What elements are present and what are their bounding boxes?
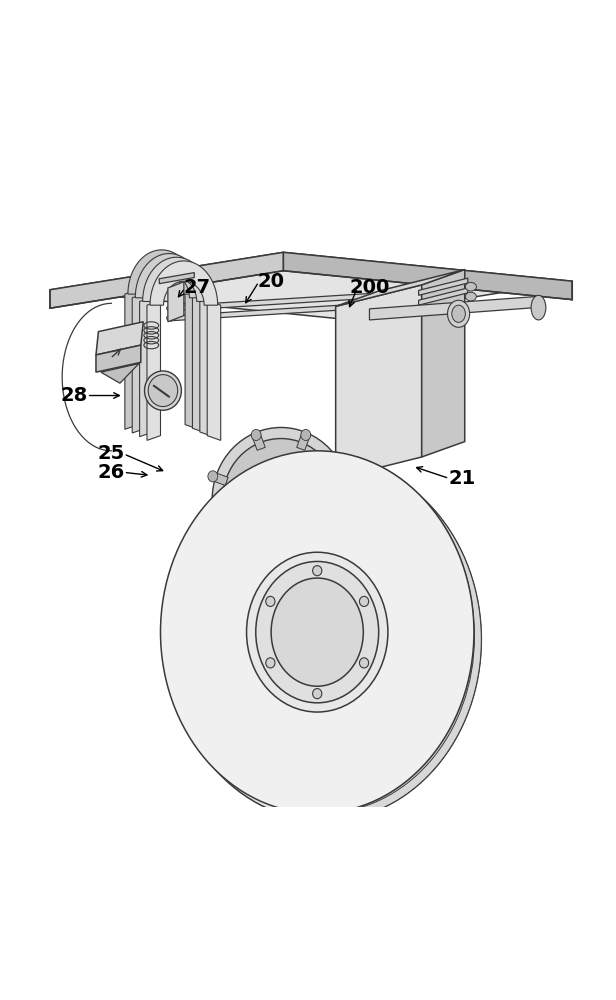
- Polygon shape: [96, 322, 144, 355]
- Ellipse shape: [168, 458, 481, 821]
- Ellipse shape: [531, 295, 546, 320]
- Polygon shape: [422, 270, 464, 457]
- Text: 28: 28: [61, 386, 88, 405]
- Polygon shape: [147, 300, 161, 440]
- Polygon shape: [160, 273, 194, 284]
- Text: 26: 26: [98, 463, 125, 482]
- Polygon shape: [200, 297, 213, 437]
- Polygon shape: [150, 261, 217, 305]
- Polygon shape: [174, 300, 419, 321]
- Ellipse shape: [222, 439, 339, 561]
- Ellipse shape: [339, 460, 349, 471]
- Polygon shape: [136, 254, 203, 298]
- Polygon shape: [209, 471, 228, 485]
- Ellipse shape: [148, 375, 177, 407]
- Text: 21: 21: [448, 469, 476, 488]
- Polygon shape: [125, 289, 139, 429]
- Ellipse shape: [161, 451, 474, 813]
- Ellipse shape: [212, 427, 350, 573]
- Polygon shape: [50, 252, 283, 308]
- Ellipse shape: [265, 596, 275, 606]
- Ellipse shape: [452, 305, 465, 322]
- Polygon shape: [96, 345, 141, 372]
- Polygon shape: [143, 257, 210, 301]
- Polygon shape: [419, 288, 468, 305]
- Polygon shape: [174, 290, 419, 311]
- Ellipse shape: [167, 305, 175, 311]
- Polygon shape: [251, 431, 265, 450]
- Ellipse shape: [271, 578, 363, 686]
- Polygon shape: [214, 524, 233, 540]
- Polygon shape: [140, 297, 153, 437]
- Polygon shape: [168, 282, 184, 322]
- Ellipse shape: [276, 564, 286, 575]
- Ellipse shape: [465, 282, 476, 291]
- Ellipse shape: [251, 429, 261, 440]
- Ellipse shape: [360, 658, 368, 668]
- Polygon shape: [101, 364, 139, 383]
- Ellipse shape: [167, 315, 175, 321]
- Polygon shape: [132, 293, 146, 433]
- Polygon shape: [50, 252, 572, 319]
- Polygon shape: [419, 278, 468, 295]
- Polygon shape: [356, 457, 481, 815]
- Ellipse shape: [256, 561, 379, 703]
- Ellipse shape: [312, 566, 322, 576]
- Ellipse shape: [145, 371, 181, 410]
- Polygon shape: [207, 300, 221, 440]
- Ellipse shape: [213, 529, 223, 540]
- Polygon shape: [185, 289, 198, 429]
- Polygon shape: [336, 285, 422, 478]
- Text: 27: 27: [184, 278, 211, 297]
- Polygon shape: [128, 250, 195, 294]
- Ellipse shape: [447, 300, 469, 327]
- Polygon shape: [297, 431, 310, 450]
- Text: 200: 200: [349, 278, 390, 297]
- Ellipse shape: [465, 292, 476, 301]
- Text: 25: 25: [98, 444, 125, 463]
- Ellipse shape: [312, 689, 322, 699]
- Polygon shape: [283, 252, 572, 300]
- Ellipse shape: [208, 471, 217, 482]
- Polygon shape: [277, 554, 285, 572]
- Ellipse shape: [265, 658, 275, 668]
- Polygon shape: [329, 460, 348, 476]
- Text: 20: 20: [257, 272, 285, 291]
- Ellipse shape: [360, 596, 368, 606]
- Ellipse shape: [301, 429, 310, 440]
- Polygon shape: [370, 297, 535, 320]
- Polygon shape: [192, 293, 206, 433]
- Ellipse shape: [246, 552, 388, 712]
- Polygon shape: [336, 270, 464, 306]
